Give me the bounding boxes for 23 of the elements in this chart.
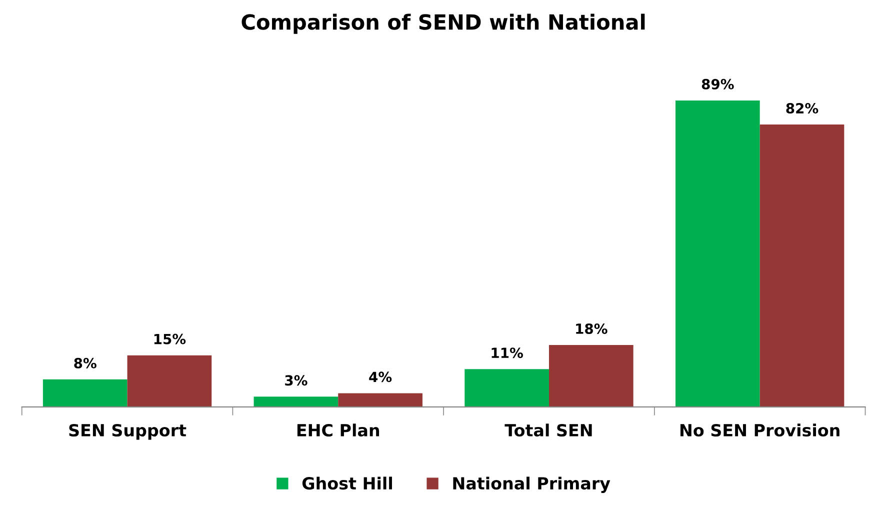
data-label: 82% — [786, 103, 818, 114]
bar — [42, 379, 128, 407]
x-tick-label: No SEN Provision — [680, 424, 840, 437]
legend-label: National Primary — [453, 476, 610, 493]
bar — [254, 396, 338, 407]
chart-title: Comparison of SEND with National — [242, 14, 645, 34]
legend-label: Ghost Hill — [302, 476, 392, 490]
x-tick-label: EHC Plan — [297, 424, 380, 437]
bar — [338, 393, 422, 407]
bar — [127, 355, 212, 407]
bar — [760, 124, 844, 407]
data-label: 3% — [285, 375, 308, 386]
data-label: 4% — [369, 372, 392, 382]
bar — [675, 100, 760, 407]
data-label: 18% — [576, 323, 608, 334]
bar — [464, 369, 549, 407]
data-label: 8% — [74, 358, 96, 368]
data-label: 15% — [154, 334, 186, 344]
data-label: 89% — [702, 78, 734, 90]
bar — [548, 344, 634, 407]
x-tick-label: SEN Support — [69, 424, 186, 440]
data-label: 11% — [492, 348, 523, 358]
x-tick-label: Total SEN — [504, 424, 592, 437]
